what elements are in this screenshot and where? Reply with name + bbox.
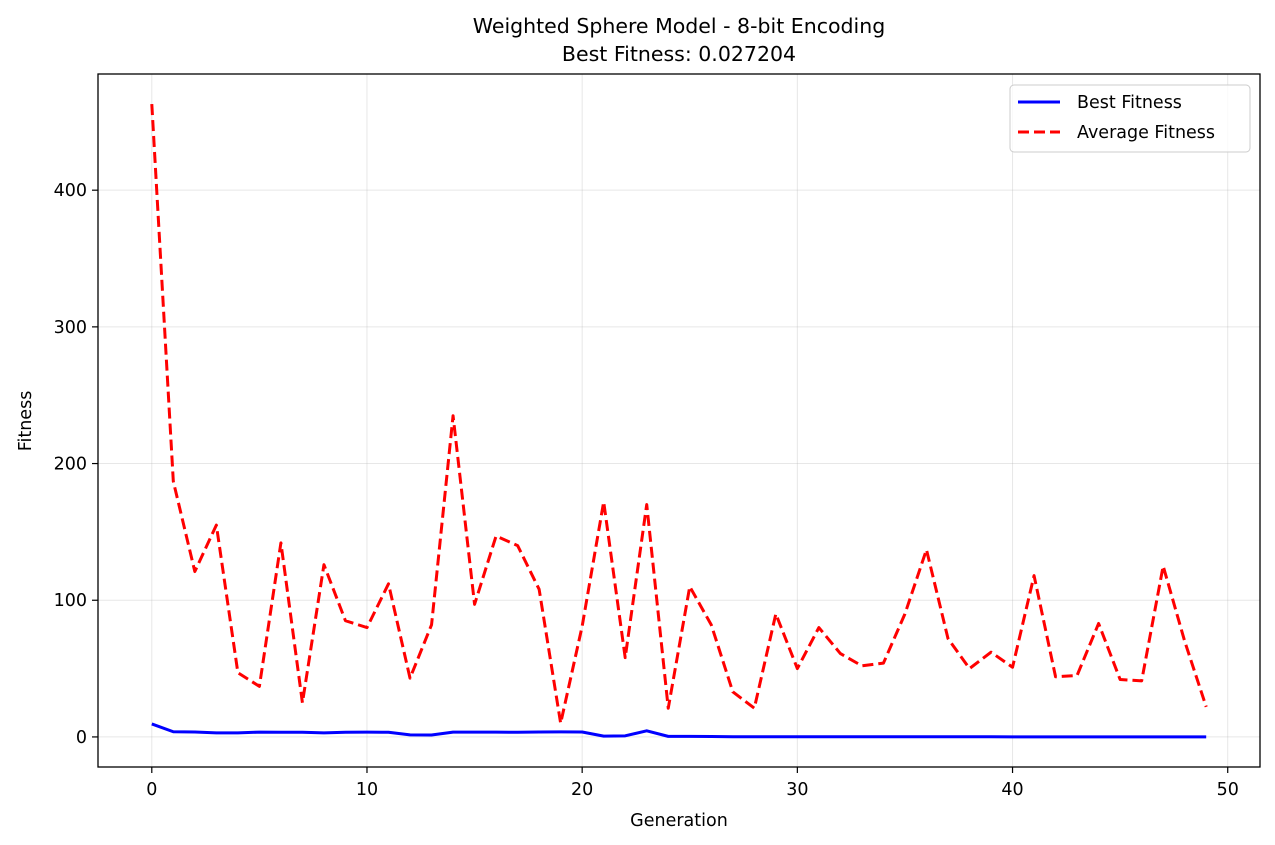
series-lines [150, 103, 1208, 739]
y-tick-label: 100 [54, 591, 87, 611]
chart-subtitle: Best Fitness: 0.027204 [562, 42, 796, 66]
y-axis-label: Fitness [16, 391, 36, 452]
series-line-best-fitness [151, 722, 1207, 739]
legend-label-average-fitness: Average Fitness [1077, 123, 1215, 143]
y-tick-label: 0 [76, 728, 87, 748]
plot-area-frame [97, 73, 1261, 768]
y-tick-label: 200 [54, 455, 87, 475]
x-tick-label: 0 [146, 780, 157, 800]
legend-label-best-fitness: Best Fitness [1077, 93, 1182, 113]
legend: Best Fitness Average Fitness [1009, 84, 1251, 153]
gridlines [98, 74, 1260, 767]
axis-ticks: 0 10 20 30 40 50 0 100 200 300 400 [54, 181, 1239, 800]
x-axis-label: Generation [630, 811, 728, 831]
legend-frame [1009, 84, 1251, 153]
x-tick-label: 10 [356, 780, 378, 800]
x-tick-label: 40 [1001, 780, 1023, 800]
y-tick-label: 300 [54, 318, 87, 338]
x-tick-label: 30 [786, 780, 808, 800]
x-tick-label: 50 [1217, 780, 1239, 800]
x-tick-label: 20 [571, 780, 593, 800]
y-tick-label: 400 [54, 181, 87, 201]
chart-title: Weighted Sphere Model - 8-bit Encoding [473, 14, 885, 38]
series-line-average-fitness [150, 103, 1208, 725]
